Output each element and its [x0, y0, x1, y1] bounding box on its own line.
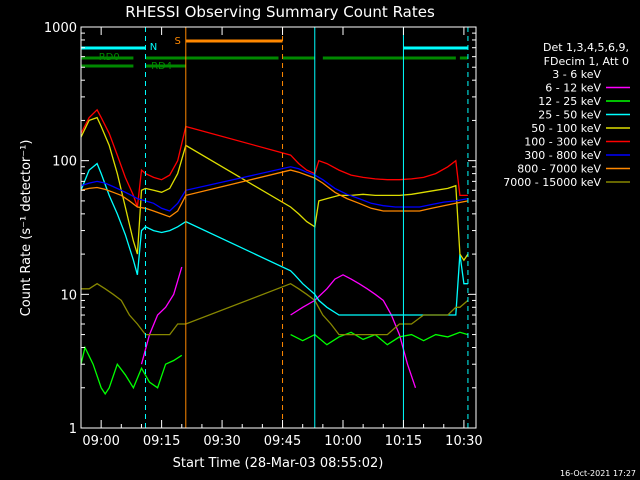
y-axis-label: Count Rate (s⁻¹ detector⁻¹)	[19, 140, 34, 317]
legend-label: 12 - 25 keV	[538, 95, 601, 108]
legend-label: 800 - 7000 keV	[517, 163, 601, 176]
legend-label: 3 - 6 keV	[552, 68, 601, 81]
x-tick-label: 10:00	[324, 434, 361, 449]
y-tick-label: 10	[60, 288, 77, 303]
annotation-label-rd0: RD0	[99, 52, 120, 63]
legend-header-line-1: Det 1,3,4,5,6,9,	[543, 41, 629, 54]
series-line-6	[80, 108, 468, 208]
chart-title: RHESSI Observing Summary Count Rates	[125, 3, 435, 21]
x-tick-label: 09:00	[82, 434, 119, 449]
annotation-label-n: N	[150, 42, 157, 53]
y-tick-label: 1	[69, 422, 77, 437]
generated-timestamp: 16-Oct-2021 17:27	[560, 469, 636, 478]
plot-frame	[80, 26, 477, 429]
x-tick-label: 10:30	[445, 434, 482, 449]
annotation-layer: S N RD0 RD4	[81, 27, 469, 428]
series-line-2	[140, 266, 417, 389]
legend-label: 7000 - 15000 keV	[503, 176, 601, 189]
x-tick-label: 09:45	[264, 434, 301, 449]
legend-label: 50 - 100 keV	[531, 122, 601, 135]
x-tick-label: 09:15	[143, 434, 180, 449]
legend-label: 300 - 800 keV	[524, 149, 601, 162]
annotation-label-s: S	[175, 36, 181, 47]
legend-label: 6 - 12 keV	[545, 82, 601, 95]
series-line-3	[80, 331, 469, 396]
legend: Det 1,3,4,5,6,9, FDecim 1, Att 0 3 - 6 k…	[503, 41, 630, 189]
legend-label: 100 - 300 keV	[524, 136, 601, 149]
legend-label: 25 - 50 keV	[538, 109, 601, 122]
x-axis-label: Start Time (28-Mar-03 08:55:02)	[173, 456, 384, 471]
y-tick-label: 1000	[44, 21, 77, 36]
x-tick-label: 09:30	[203, 434, 240, 449]
series-line-9	[81, 282, 469, 336]
series-line-5	[80, 116, 469, 262]
x-tick-label: 10:15	[385, 434, 422, 449]
series-line-7	[80, 166, 469, 212]
axis-layer: 09:00 09:15 09:30 09:45 10:00 10:15 10:30 1 10 10…	[44, 21, 483, 449]
legend-header-line-2: FDecim 1, Att 0	[544, 55, 629, 68]
series-line-8	[80, 169, 469, 218]
annotation-label-rd4: RD4	[151, 61, 172, 72]
y-tick-label: 100	[52, 155, 77, 170]
series-layer	[80, 108, 469, 429]
